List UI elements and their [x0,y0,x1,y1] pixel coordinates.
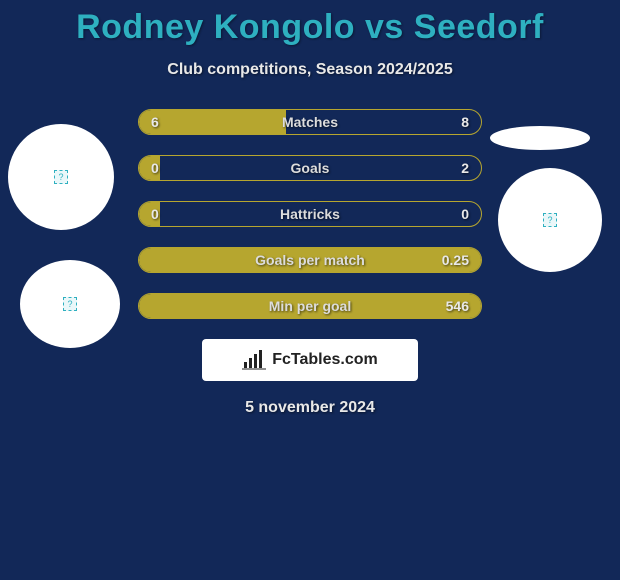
stat-right-value: 0 [461,206,469,222]
report-date: 5 november 2024 [0,399,620,417]
stat-left-value: 0 [151,206,159,222]
page-title: Rodney Kongolo vs Seedorf [0,0,620,47]
player-avatar-right-ellipse [490,126,590,150]
stat-left-value: 6 [151,114,159,130]
brand-banner: FcTables.com [202,339,418,381]
stat-label: Min per goal [269,298,351,314]
stat-row-goals-per-match: Goals per match 0.25 [138,247,482,273]
stat-row-goals: 0 Goals 2 [138,155,482,181]
image-placeholder-icon: ? [543,213,557,227]
stat-row-matches: 6 Matches 8 [138,109,482,135]
stat-right-value: 546 [446,298,469,314]
stat-right-value: 2 [461,160,469,176]
player-avatar-left-1: ? [8,124,114,230]
brand-text: FcTables.com [272,351,378,369]
stat-label: Hattricks [280,206,340,222]
bar-chart-icon [242,350,266,370]
stat-left-value: 0 [151,160,159,176]
stat-label: Goals [291,160,330,176]
stats-container: 6 Matches 8 0 Goals 2 0 Hattricks 0 Goal… [138,109,482,319]
stat-right-value: 8 [461,114,469,130]
image-placeholder-icon: ? [63,297,77,311]
subtitle: Club competitions, Season 2024/2025 [0,61,620,79]
image-placeholder-icon: ? [54,170,68,184]
stat-label: Matches [282,114,338,130]
stat-label: Goals per match [255,252,365,268]
player-avatar-right: ? [498,168,602,272]
stat-row-hattricks: 0 Hattricks 0 [138,201,482,227]
stat-fill [139,110,286,134]
stat-right-value: 0.25 [442,252,469,268]
player-avatar-left-2: ? [20,260,120,348]
stat-row-min-per-goal: Min per goal 546 [138,293,482,319]
